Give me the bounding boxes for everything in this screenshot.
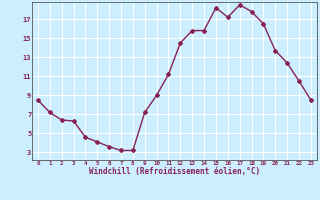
X-axis label: Windchill (Refroidissement éolien,°C): Windchill (Refroidissement éolien,°C)	[89, 167, 260, 176]
